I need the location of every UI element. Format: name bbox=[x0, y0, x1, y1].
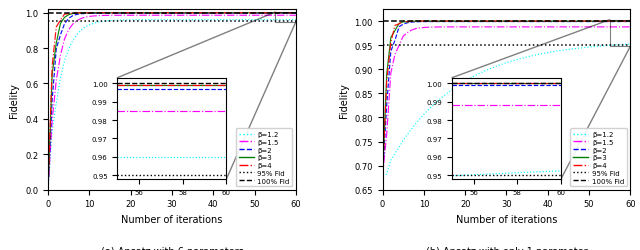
Bar bbox=[275, 13, 296, 23]
Y-axis label: Fidelity: Fidelity bbox=[10, 83, 19, 117]
X-axis label: Number of iterations: Number of iterations bbox=[121, 214, 223, 224]
Legend: β=1.2, β=1.5, β=2, β=3, β=4, 95% Fid, 100% Fid: β=1.2, β=1.5, β=2, β=3, β=4, 95% Fid, 10… bbox=[236, 129, 292, 186]
Title: (b) Ansatz with only 1 parameter: (b) Ansatz with only 1 parameter bbox=[426, 246, 588, 250]
Y-axis label: Fidelity: Fidelity bbox=[339, 83, 349, 117]
Bar bbox=[610, 20, 630, 47]
Title: (a) Ansatz with 6 parameters: (a) Ansatz with 6 parameters bbox=[100, 246, 243, 250]
Legend: β=1.2, β=1.5, β=2, β=3, β=4, 95% Fid, 100% Fid: β=1.2, β=1.5, β=2, β=3, β=4, 95% Fid, 10… bbox=[570, 129, 627, 186]
X-axis label: Number of iterations: Number of iterations bbox=[456, 214, 557, 224]
